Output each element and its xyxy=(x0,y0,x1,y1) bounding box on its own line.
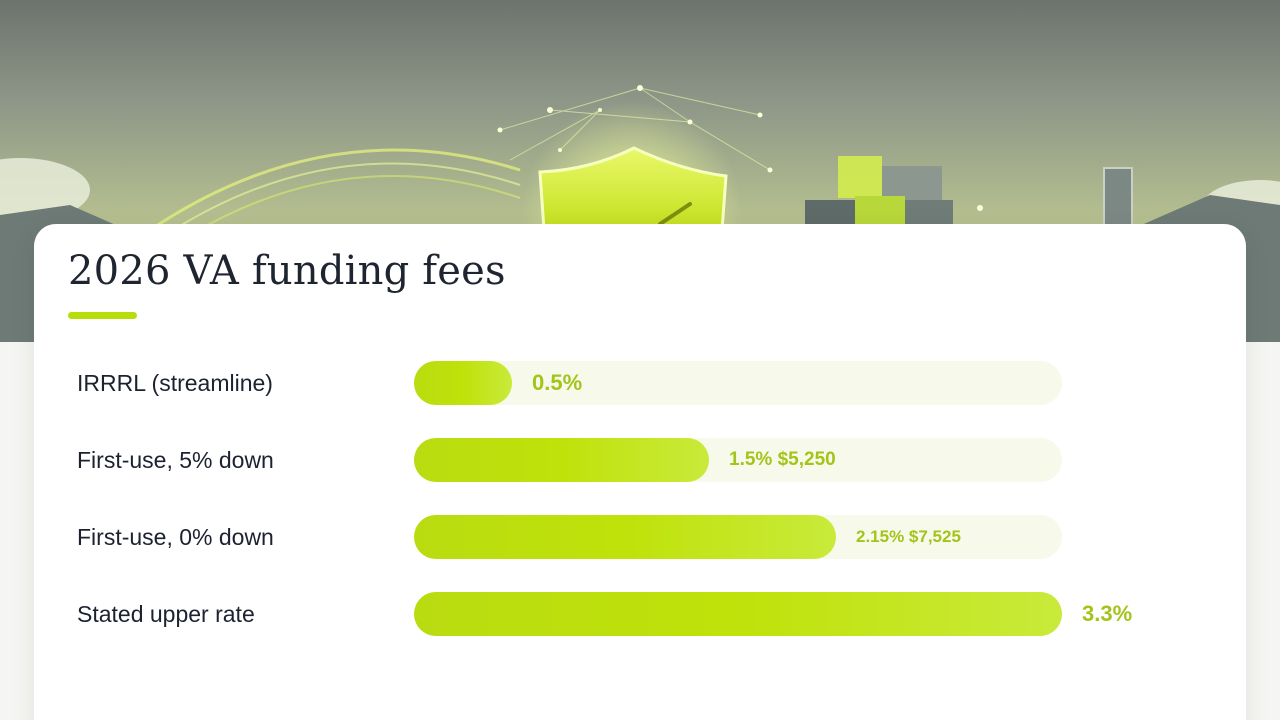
bar-row: First-use, 5% down 1.5% $5,250 xyxy=(34,438,1246,482)
bar-row: First-use, 0% down 2.15% $7,525 xyxy=(34,515,1246,559)
bar-track: 3.3% xyxy=(414,592,1132,636)
title-accent-line xyxy=(68,312,137,319)
bar-track: 1.5% $5,250 xyxy=(414,438,1062,482)
funding-fees-card: 2026 VA funding fees IRRRL (streamline) 0… xyxy=(34,224,1246,720)
bar-value-label: 1.5% $5,250 xyxy=(729,449,836,470)
bar-row: Stated upper rate 3.3% xyxy=(34,592,1246,636)
bar-value-label: 3.3% xyxy=(1082,601,1133,626)
bar-category-label: IRRRL (streamline) xyxy=(77,370,273,396)
chart-title: 2026 VA funding fees xyxy=(68,248,506,294)
shield-icon xyxy=(538,146,728,232)
bar xyxy=(414,438,709,482)
bar-value-label: 2.15% $7,525 xyxy=(856,527,961,546)
bar-value-label: 0.5% xyxy=(532,370,583,395)
bar-track: 2.15% $7,525 xyxy=(414,515,1062,559)
bar-category-label: Stated upper rate xyxy=(77,601,255,627)
bar xyxy=(414,515,836,559)
bar-row: IRRRL (streamline) 0.5% xyxy=(34,361,1246,405)
bar-category-label: First-use, 0% down xyxy=(77,524,274,550)
bar xyxy=(414,361,512,405)
bar-category-label: First-use, 5% down xyxy=(77,447,274,473)
bar-track: 0.5% xyxy=(414,361,1062,405)
bar xyxy=(414,592,1062,636)
